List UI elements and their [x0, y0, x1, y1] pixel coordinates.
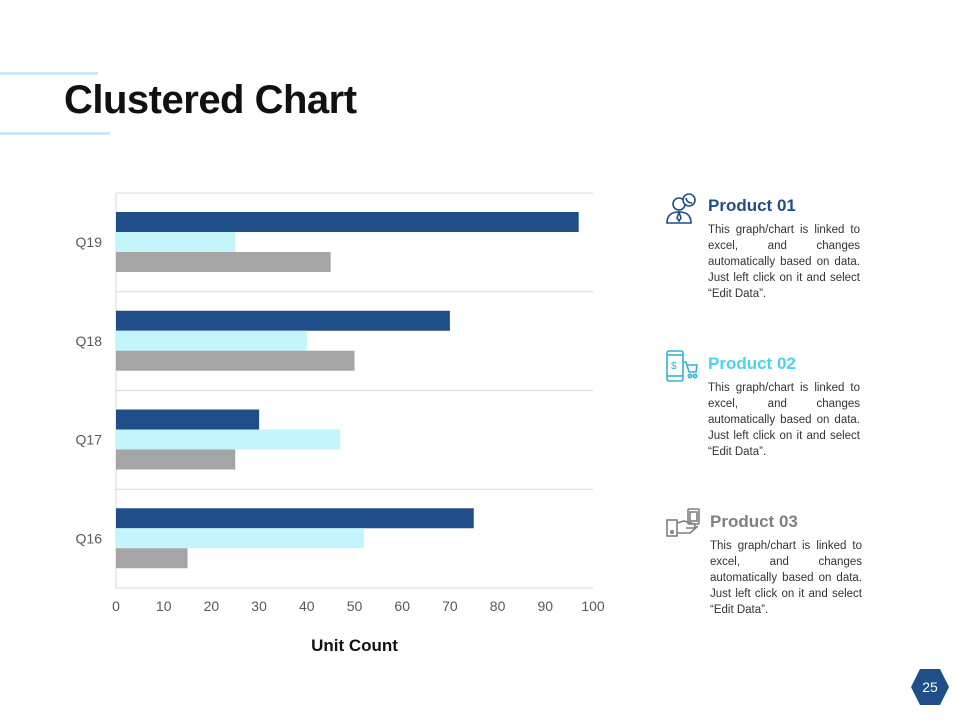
bar-q18-series-1 — [116, 310, 450, 331]
bar-q18-series-2 — [116, 330, 307, 351]
y-tick-label: Q16 — [76, 530, 103, 546]
product-01-title: Product 01 — [708, 196, 796, 215]
x-tick-label: 30 — [251, 598, 267, 614]
x-tick-label: 70 — [442, 598, 458, 614]
svg-text:$: $ — [671, 361, 677, 372]
y-tick-label: Q17 — [76, 432, 103, 448]
y-tick-label: Q18 — [76, 333, 103, 349]
x-tick-label: 100 — [581, 598, 605, 614]
x-axis-title: Unit Count — [311, 636, 398, 655]
bar-q17-series-1 — [116, 409, 260, 430]
product-03-description: This graph/chart is linked to excel, and… — [710, 540, 862, 616]
x-tick-label: 40 — [299, 598, 315, 614]
x-tick-label: 60 — [394, 598, 410, 614]
decorative-line-top — [0, 72, 98, 75]
bar-q16-series-1 — [116, 508, 474, 529]
hand-holding-money-icon — [666, 508, 700, 537]
product-01-description: This graph/chart is linked to excel, and… — [708, 224, 860, 300]
page-title: Clustered Chart — [64, 78, 357, 122]
product-02-description: This graph/chart is linked to excel, and… — [708, 382, 860, 458]
x-tick-label: 0 — [112, 598, 120, 614]
mobile-shopping-cart-icon: $ — [666, 350, 698, 382]
page-number-badge — [911, 669, 949, 705]
bar-q19-series-2 — [116, 232, 236, 252]
x-tick-label: 10 — [156, 598, 172, 614]
page-number: 25 — [922, 679, 938, 695]
bar-q17-series-3 — [116, 449, 236, 470]
bar-q18-series-3 — [116, 350, 355, 371]
customer-service-person-icon — [666, 193, 696, 224]
y-tick-label: Q19 — [76, 234, 103, 250]
decorative-line-bottom — [0, 132, 110, 135]
x-tick-label: 90 — [538, 598, 554, 614]
product-02-title: Product 02 — [708, 354, 796, 373]
bar-q19-series-3 — [116, 252, 331, 272]
bar-q16-series-3 — [116, 548, 188, 569]
x-tick-label: 20 — [204, 598, 220, 614]
bar-q19-series-1 — [116, 212, 579, 232]
product-03-title: Product 03 — [710, 512, 798, 531]
x-tick-label: 50 — [347, 598, 363, 614]
bar-q16-series-2 — [116, 528, 365, 549]
bar-q17-series-2 — [116, 429, 341, 450]
x-tick-label: 80 — [490, 598, 506, 614]
